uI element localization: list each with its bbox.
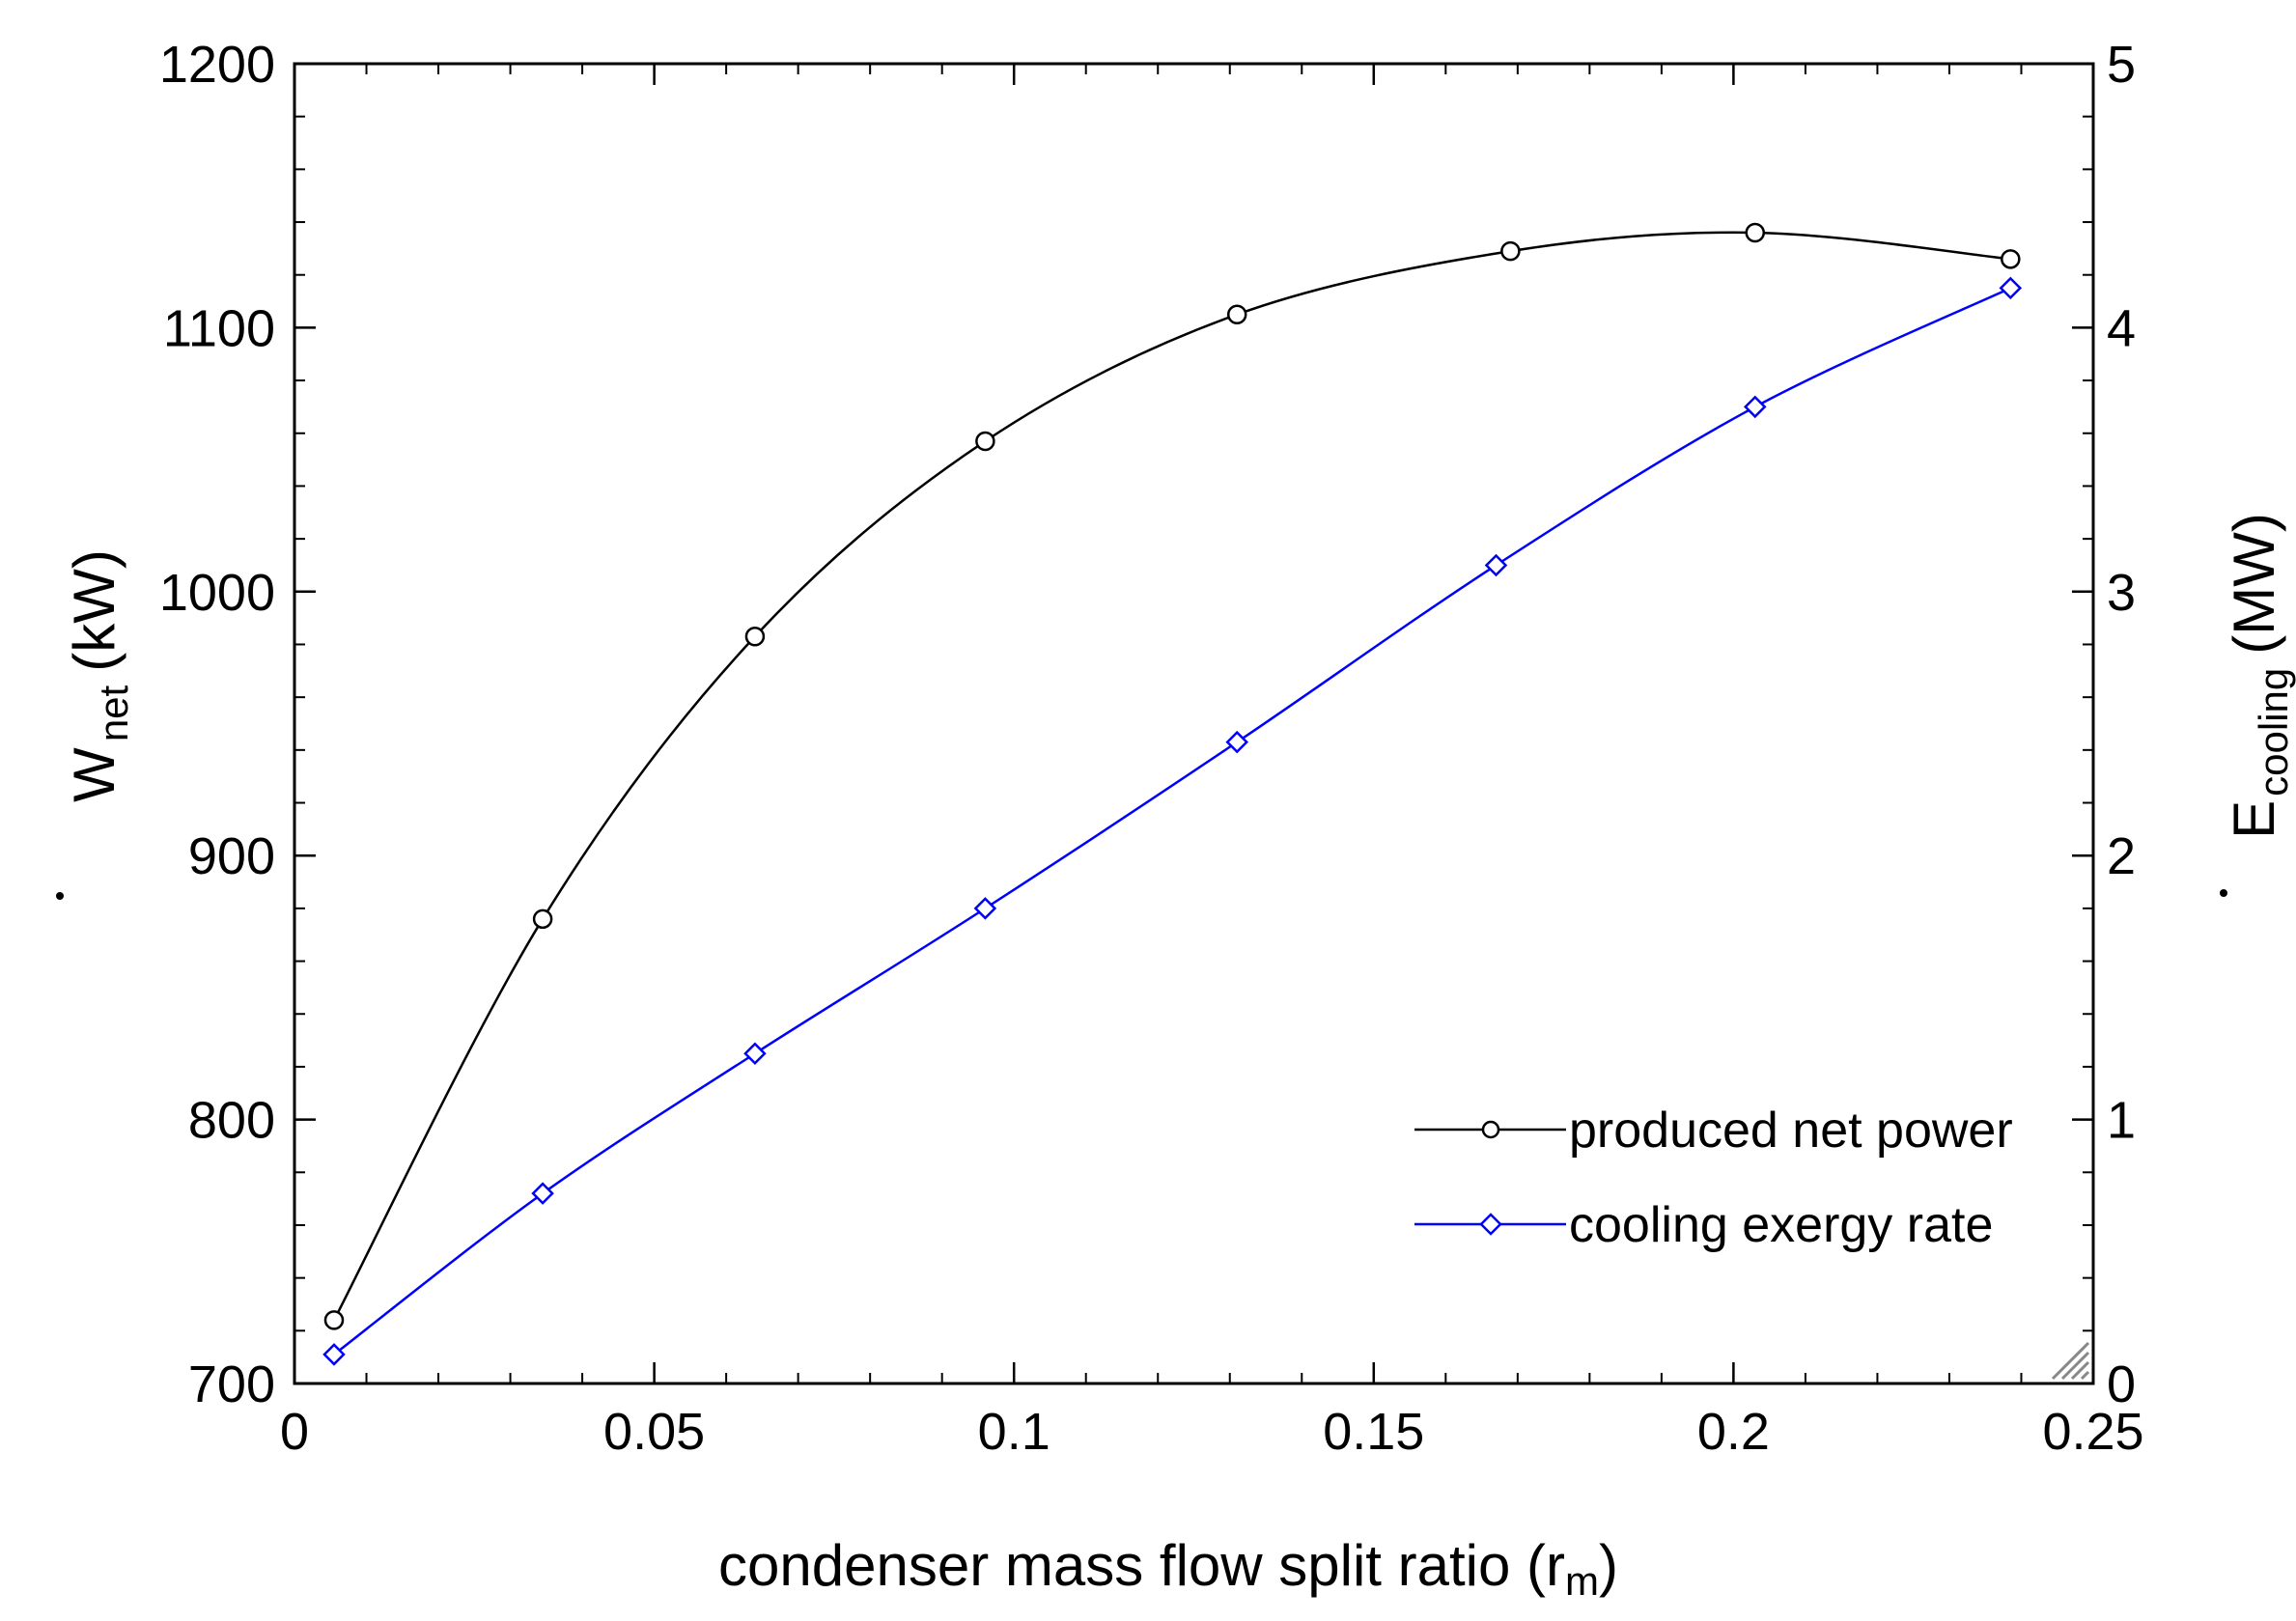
data-point-net-power (744, 627, 766, 647)
x-axis-title-text: condenser mass flow split ratio (r (718, 1533, 1565, 1598)
y-right-tick-label: 3 (2107, 564, 2136, 622)
y-right-tick-label: 0 (2107, 1355, 2136, 1413)
data-point-net-power (1226, 304, 1247, 324)
data-point-net-power (532, 908, 553, 930)
x-axis-title-subscript: m (1565, 1558, 1599, 1604)
y-right-tick-label: 4 (2107, 299, 2136, 357)
y-left-tick-label: 800 (188, 1092, 275, 1150)
legend-label-cooling-exergy: cooling exergy rate (1569, 1197, 1993, 1253)
data-point-cooling-exergy (322, 1343, 346, 1366)
right-axis-title-main: E (2222, 800, 2286, 839)
data-point-net-power (975, 431, 995, 452)
legend-marker-cooling-exergy (1479, 1213, 1502, 1236)
x-tick-label: 0 (280, 1403, 309, 1461)
y-right-tick-label: 2 (2107, 827, 2136, 885)
y-left-tick-label: 900 (188, 827, 275, 885)
data-point-cooling-exergy (973, 897, 997, 920)
x-tick-label: 0.2 (1697, 1403, 1770, 1461)
y-right-tick-label: 1 (2107, 1092, 2136, 1150)
data-point-cooling-exergy (531, 1182, 554, 1205)
x-tick-label: 0.25 (2042, 1403, 2143, 1461)
y-left-tick-label: 700 (188, 1355, 275, 1413)
data-point-cooling-exergy (1484, 553, 1508, 577)
resize-grip-icon[interactable] (2051, 1341, 2090, 1381)
data-point-net-power (1745, 222, 1766, 243)
right-axis-title: Ecooling (MW) (2220, 513, 2296, 897)
y-left-tick-label: 1100 (163, 299, 275, 357)
data-point-cooling-exergy (1999, 276, 2023, 300)
ticks-group (293, 62, 2095, 1385)
x-axis-title: condenser mass flow split ratio (rm) (718, 1533, 1618, 1604)
y-right-tick-label: 5 (2107, 36, 2136, 94)
data-point-net-power (323, 1310, 345, 1330)
x-tick-label: 0.05 (603, 1403, 705, 1461)
legend: produced net power cooling exergy rate (1414, 1103, 2013, 1253)
plot-frame (293, 62, 2095, 1385)
right-axis-title-unit: (MW) (2222, 513, 2286, 655)
series-line-cooling-exergy (333, 287, 2011, 1355)
left-axis-title-subscript: net (91, 685, 136, 741)
x-axis-title-close: ) (1599, 1533, 1618, 1598)
data-point-cooling-exergy (1225, 730, 1248, 754)
data-point-net-power (2001, 249, 2021, 269)
right-axis-title-dot (2220, 889, 2227, 897)
left-axis-title: Wnet (kW) (56, 549, 136, 900)
data-point-cooling-exergy (743, 1042, 767, 1066)
left-axis-title-main: W (62, 747, 126, 802)
y-left-tick-label: 1000 (159, 564, 275, 622)
right-axis-title-subscript: cooling (2251, 668, 2296, 797)
x-tick-label: 0.15 (1323, 1403, 1424, 1461)
tick-labels-group: 0 0.05 0.1 0.15 0.2 0.25 700 800 900 1000 1100 1200… (159, 36, 2144, 1461)
legend-label-net-power: produced net power (1569, 1103, 2013, 1159)
data-point-net-power (1500, 240, 1521, 262)
x-tick-label: 0.1 (978, 1403, 1050, 1461)
left-axis-title-text: Wnet (kW) (62, 549, 136, 802)
left-axis-title-unit: (kW) (62, 549, 126, 672)
right-axis-title-text: Ecooling (MW) (2222, 513, 2296, 839)
data-point-cooling-exergy (1743, 395, 1767, 419)
y-left-tick-label: 1200 (159, 36, 275, 94)
left-axis-title-dot (56, 892, 64, 900)
markers-group (322, 222, 2023, 1366)
legend-marker-net-power (1481, 1120, 1500, 1139)
